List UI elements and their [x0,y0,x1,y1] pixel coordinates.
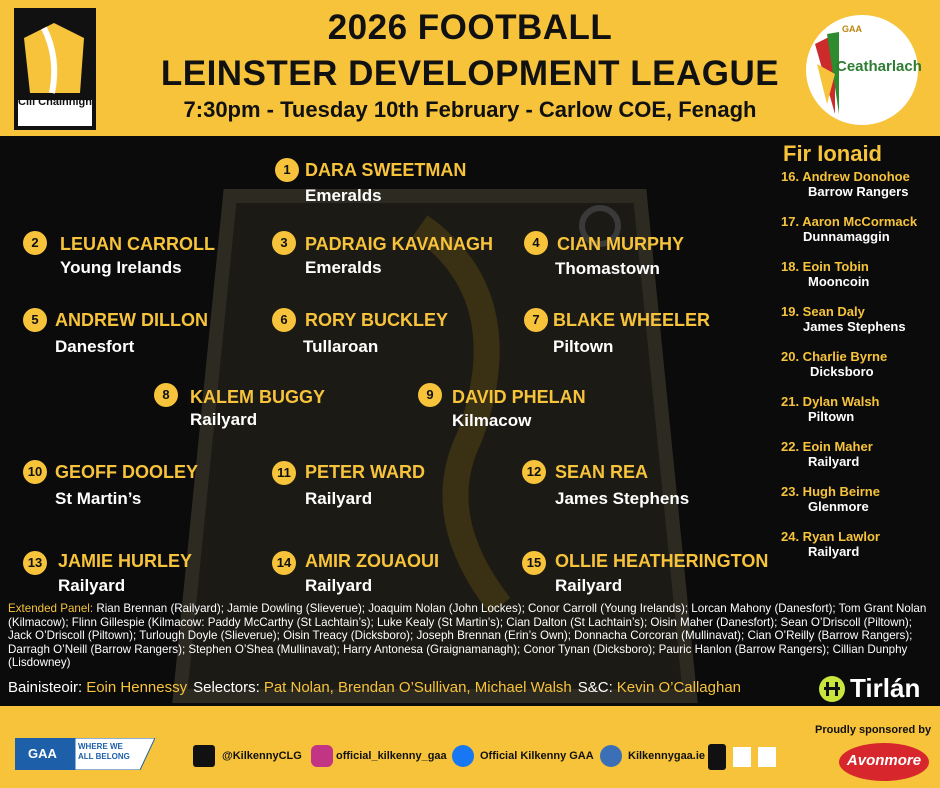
management-label: Selectors: [193,679,260,696]
sub-name: 19. Sean Daly [781,304,865,319]
player-club: Thomastown [555,259,660,278]
gaa-text: GAA [28,746,57,761]
subs-title: Fir Ionaid [783,141,882,166]
player-number: 4 [524,231,548,255]
management-value: Kevin O’Callaghan [616,679,742,696]
social-icons [193,744,776,770]
player-name: CIAN MURPHY [557,234,685,254]
player-club: Emeralds [305,186,382,205]
sub-name: 16. Andrew Donohoe [781,169,910,184]
player-name: BLAKE WHEELER [553,310,710,330]
background-crest [172,189,698,703]
player-club: Railyard [305,489,373,508]
carlow-crest [806,15,918,125]
gaa-logo [15,738,155,770]
social-handle: Kilkennygaa.ie [628,750,706,762]
kilkenny-crest [14,8,96,130]
player-number: 15 [522,551,546,575]
player-number: 7 [524,308,548,332]
player-club: Piltown [553,337,614,356]
sub-club: Barrow Rangers [808,184,909,199]
social-handle: @KilkennyCLG [222,750,302,762]
player-name: DAVID PHELAN [452,387,586,407]
player-name: DARA SWEETMAN [305,160,467,180]
label: Extended Panel: [8,602,94,615]
player-number: 14 [272,551,296,575]
sub-club: James Stephens [803,319,906,334]
sub-club: Dunnamaggin [803,229,890,244]
sub-name: 21. Dylan Walsh [781,394,880,409]
tirlan-icon [819,676,845,702]
crest-gaa: GAA [842,24,862,34]
player-club: Railyard [58,576,126,595]
player-name: GEOFF DOOLEY [55,462,199,482]
player-club: Railyard [555,576,623,595]
player-name: SEAN REA [555,462,649,482]
player-name: JAMIE HURLEY [58,551,193,571]
tirlan-logo: Tirlán [850,673,921,703]
player-number: 2 [23,231,47,255]
player-club: Young Irelands [60,258,182,277]
player-number: 5 [23,308,47,332]
player-club: Tullaroan [303,337,379,356]
management-label: Bainisteoir: [8,679,83,696]
sub-club: Mooncoin [808,274,870,289]
title: 2026 FOOTBALL [327,8,613,47]
social-handle: Official Kilkenny GAA [480,750,594,762]
title: LEINSTER DEVELOPMENT LEAGUE [160,54,780,93]
player-name: PETER WARD [305,462,426,482]
sub-name: 18. Eoin Tobin [781,259,869,274]
player-club: Railyard [190,410,258,429]
sub-name: 24. Ryan Lawlor [781,529,880,544]
sponsor-logo [839,743,929,781]
player-club: Danesfort [55,337,135,356]
sub-name: 22. Eoin Maher [781,439,873,454]
sub-name: 23. Hugh Beirne [781,484,880,499]
crest-label: Cill Chainnigh [18,96,92,108]
management-value: Eoin Hennessy [86,679,188,696]
player-number: 1 [275,158,299,182]
sponsor: Avonmore [846,752,922,769]
subtitle: 7:30pm - Tuesday 10th February - Carlow … [183,97,757,122]
player-number: 10 [23,460,47,484]
player-number: 9 [418,383,442,407]
player-name: ANDREW DILLON [55,310,208,330]
management-value: Pat Nolan, Brendan O’Sullivan, Michael W… [263,679,572,696]
footer-band [0,706,940,788]
player-number: 12 [522,460,546,484]
sub-name: 17. Aaron McCormack [781,214,918,229]
player-club: Emeralds [305,258,382,277]
player-number: 13 [23,551,47,575]
player-club: James Stephens [555,489,690,508]
player-number: 11 [272,461,296,485]
player-number: 3 [272,231,296,255]
sub-club: Dicksboro [810,364,874,379]
slogan: WHERE WE ALL BELONG [78,742,130,761]
player-name: LEUAN CARROLL [60,234,215,254]
sub-club: Railyard [808,544,860,559]
player-name: RORY BUCKLEY [305,310,449,330]
player-name: KALEM BUGGY [190,387,325,407]
extended-panel: Extended Panel: Rian Brennan (Railyard);… [8,602,928,670]
social-handle: official_kilkenny_gaa [336,750,447,762]
sponsored-by: Proudly sponsored by [815,724,932,736]
header-band [0,0,940,136]
sub-club: Glenmore [808,499,869,514]
player-club: Railyard [305,576,373,595]
player-number: 6 [272,308,296,332]
player-club: Kilmacow [452,411,532,430]
management-label: S&C: [577,679,613,696]
player-name: OLLIE HEATHERINGTON [555,551,769,571]
player-club: St Martin’s [55,489,142,508]
player-number: 8 [154,383,178,407]
crest-label: Ceatharlach [836,58,922,75]
text: Rian Brennan (Railyard); Jamie Dowling (… [8,602,927,670]
player-name: PADRAIG KAVANAGH [305,234,493,254]
sub-name: 20. Charlie Byrne [781,349,888,364]
player-name: AMIR ZOUAOUI [305,551,439,571]
management: Bainisteoir: Eoin Hennessy Selectors: Pat N… [8,679,741,696]
sub-club: Piltown [808,409,855,424]
sub-club: Railyard [808,454,860,469]
